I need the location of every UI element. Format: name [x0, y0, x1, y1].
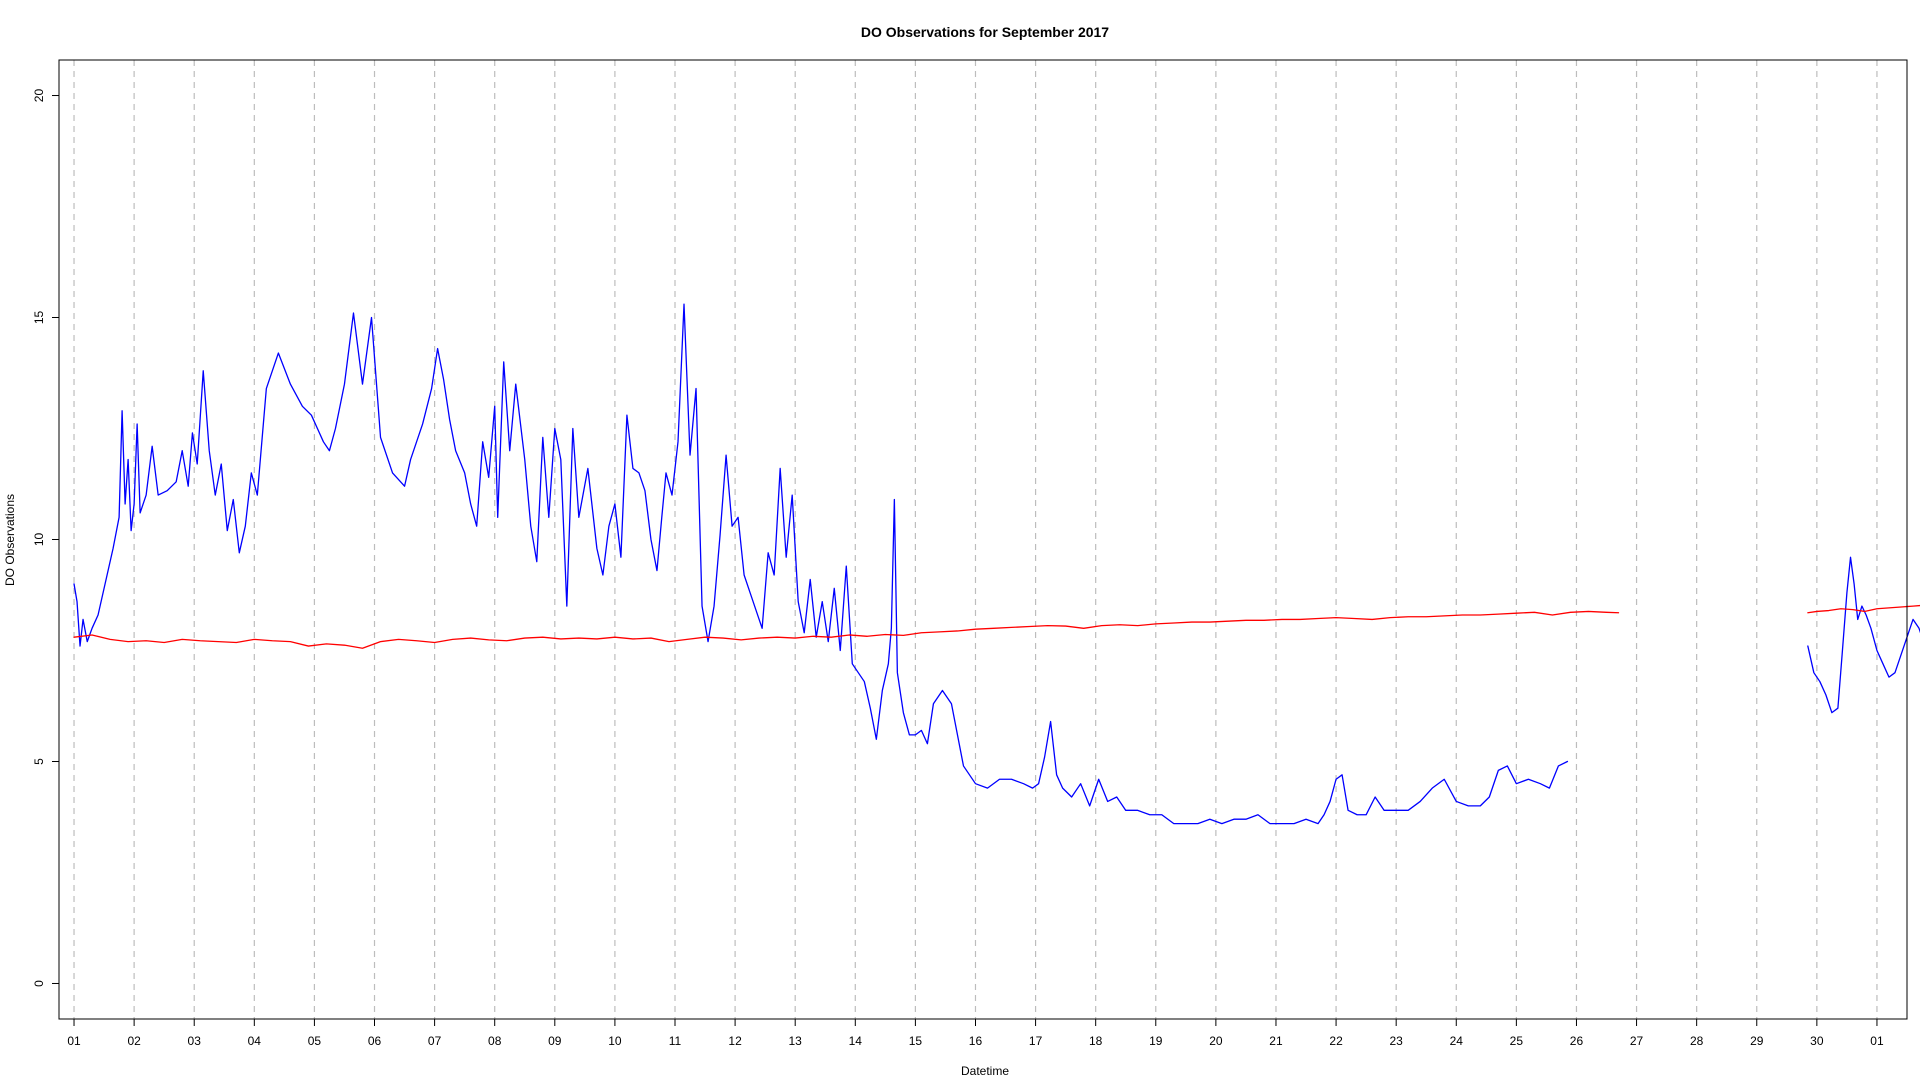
x-tick-label-4: 05 — [308, 1034, 322, 1048]
x-tick-label-14: 15 — [909, 1034, 923, 1048]
x-tick-label-29: 30 — [1810, 1034, 1824, 1048]
x-tick-label-25: 26 — [1570, 1034, 1584, 1048]
x-tick-label-30: 01 — [1870, 1034, 1884, 1048]
x-tick-label-28: 29 — [1750, 1034, 1764, 1048]
x-tick-label-11: 12 — [728, 1034, 742, 1048]
x-tick-label-15: 16 — [969, 1034, 983, 1048]
y-tick-label-1: 5 — [32, 758, 46, 765]
do-observations-line-0 — [73, 303, 1569, 825]
x-tick-label-7: 08 — [488, 1034, 502, 1048]
x-tick-label-16: 17 — [1029, 1034, 1043, 1048]
x-tick-label-22: 23 — [1389, 1034, 1403, 1048]
plot-frame — [58, 59, 1908, 1020]
x-axis-title: Datetime — [961, 1064, 1009, 1078]
x-tick-label-9: 10 — [608, 1034, 622, 1048]
x-tick-label-18: 19 — [1149, 1034, 1163, 1048]
vertical-grid — [73, 60, 1878, 1019]
y-tick-label-0: 0 — [32, 980, 46, 987]
x-tick-label-3: 04 — [248, 1034, 262, 1048]
x-tick-label-8: 09 — [548, 1034, 562, 1048]
x-tick-label-0: 01 — [67, 1034, 81, 1048]
x-tick-label-6: 07 — [428, 1034, 442, 1048]
x-tick-label-10: 11 — [669, 1034, 682, 1048]
x-tick-label-24: 25 — [1510, 1034, 1524, 1048]
x-axis: 01 02 03 04 05 06 07 08 09 10 11 12 13 14 15 16 17 18 19 20… — [67, 1019, 1884, 1048]
x-tick-label-2: 03 — [188, 1034, 202, 1048]
series-layer — [73, 303, 1920, 825]
x-tick-label-21: 22 — [1329, 1034, 1343, 1048]
x-tick-label-1: 02 — [127, 1034, 141, 1048]
chart-title: DO Observations for September 2017 — [861, 24, 1109, 40]
y-tick-label-4: 20 — [32, 89, 46, 103]
do-saturation-line-0 — [73, 610, 1620, 649]
x-tick-label-17: 18 — [1089, 1034, 1103, 1048]
x-tick-label-12: 13 — [789, 1034, 803, 1048]
x-tick-label-13: 14 — [849, 1034, 863, 1048]
x-tick-label-23: 24 — [1450, 1034, 1464, 1048]
x-tick-label-5: 06 — [368, 1034, 382, 1048]
x-tick-label-27: 28 — [1690, 1034, 1704, 1048]
x-tick-label-26: 27 — [1630, 1034, 1644, 1048]
do-saturation-line-1 — [1807, 604, 1920, 614]
y-tick-label-3: 15 — [32, 311, 46, 325]
x-tick-label-19: 20 — [1209, 1034, 1223, 1048]
y-tick-label-2: 10 — [32, 533, 46, 547]
x-tick-label-20: 21 — [1269, 1034, 1283, 1048]
y-axis: 0 5 10 15 20 — [32, 89, 59, 987]
do-observations-line-1 — [1807, 556, 1920, 714]
y-axis-title: DO Observations — [3, 494, 17, 586]
